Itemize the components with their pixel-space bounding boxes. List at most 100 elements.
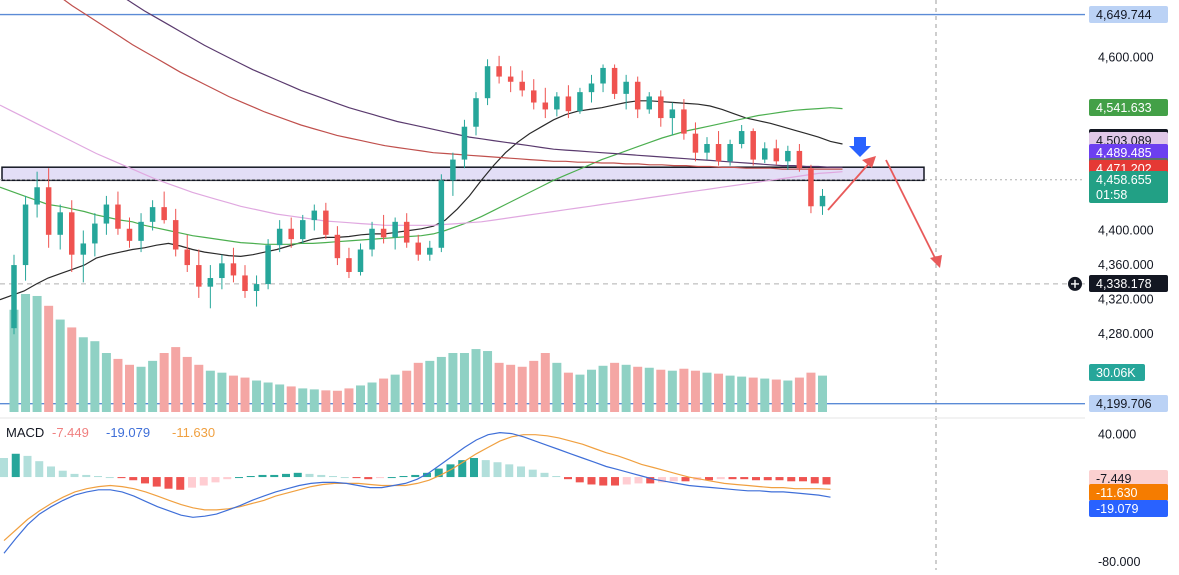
candle-body [785,150,791,162]
macd-histogram-bar [587,477,596,485]
volume-bar [425,360,435,412]
macd-histogram-bar [129,477,138,481]
candle-body [311,210,318,221]
macd-histogram-bar [716,477,725,480]
candle-body [369,228,375,250]
volume-bar [610,362,620,412]
candle-body [57,212,63,235]
candle-body [646,96,652,110]
macd-histogram-bar [376,477,384,479]
macd-histogram-bar [493,462,502,478]
macd-histogram-bar [23,455,32,478]
volume-bar [598,365,608,412]
macd-histogram-bar [352,477,361,479]
macd-histogram-bar [223,477,232,480]
volume-bar [413,362,423,412]
candle-body [138,221,144,241]
volume-bar [298,388,308,412]
macd-histogram-bar [705,477,713,481]
candle-body [334,234,341,259]
candle-body [496,66,502,77]
candle-body [438,180,445,248]
price-axis[interactable]: 4,600.000 4,400.000 4,360.000 4,320.000 4,28… [1098,51,1154,569]
projection-arrow-up [827,159,873,211]
volume-bar [737,376,747,412]
macd-histogram-bar [305,473,314,478]
price-badge-badge-4199: 4,199.706 [1096,397,1152,411]
current-price-badge: 4,458.655 [1096,173,1152,187]
volume-bar [228,375,238,412]
price-axis-tick-label: 4,400.000 [1098,223,1154,237]
volume-bar [390,374,400,412]
volume-bar [725,375,735,412]
volume-bar [644,367,654,412]
candle-body [230,263,237,276]
candle-body [80,243,87,255]
macd-badge-macd-badge-macd: -19.079 [1096,502,1138,516]
macd-histogram-bar [775,477,784,481]
macd-histogram-bar [540,472,549,478]
macd-histogram-bar [763,477,772,481]
volume-bar [78,337,88,412]
volume-bar [806,372,816,412]
candle-body [554,96,560,110]
volume-bar [194,364,204,412]
macd-histogram-bar [387,477,396,479]
price-badge-badge-4541-bg [1089,99,1168,116]
volume-bar [621,364,631,412]
macd-histogram-bar [340,477,349,479]
candle-body [750,131,756,160]
candle-body [634,81,641,110]
volume-bar [113,358,123,412]
macd-signal-line [3,434,831,542]
macd-histogram-bar [399,476,408,478]
moving-average-line-MA-black [0,100,843,301]
price-axis-tick-label: 4,280.000 [1098,327,1154,341]
macd-badge-macd-badge-macd-bg [1089,500,1168,517]
moving-average-line-MA-red [63,0,843,170]
candle-body [357,249,364,272]
volume-bar [714,373,724,412]
volume-bar [367,382,377,412]
macd-histogram-bar [799,477,807,482]
candle-body [808,168,814,207]
macd-histogram-bar [411,474,420,478]
candle-body [773,148,780,162]
volume-badge-bg [1089,364,1145,381]
candle-body [577,92,583,112]
macd-histogram-bar [152,477,161,487]
price-badge-badge-4199-bg [1089,395,1168,412]
candle-body [300,220,306,240]
candle-body [126,228,133,241]
price-badge-badge-4541: 4,541.633 [1096,101,1152,115]
candle-body [727,144,733,162]
price-badge-badge-4489-bg [1089,144,1168,161]
candle-body [473,98,479,127]
macd-badge-macd-badge-hist: -7.449 [1096,472,1131,486]
volume-bar [21,294,31,412]
volume-bar [448,353,458,412]
macd-histogram-bar [47,466,55,478]
macd-histogram-bar [94,476,102,478]
macd-histogram-bar [728,477,737,480]
volume-bar [240,377,250,412]
macd-histogram-bar [0,458,8,478]
volume-bar [356,385,365,412]
candle-body [519,81,525,91]
candle-body [461,126,468,160]
candle-body [219,263,225,279]
volume-bar [379,378,389,412]
macd-histogram-bar [599,477,608,486]
resistance-zone-group [1,166,925,182]
price-badge-badge-4489: 4,489.485 [1096,146,1152,160]
volume-bar [575,374,585,412]
candle-body [207,278,214,287]
candle-body [45,187,52,235]
volume-bar [517,366,527,412]
macd-title: MACD [6,425,44,440]
volume-bar [563,372,573,412]
moving-average-line-MA-darkpurple [126,0,843,168]
volume-bar [656,369,666,412]
volume-bar [529,360,539,412]
